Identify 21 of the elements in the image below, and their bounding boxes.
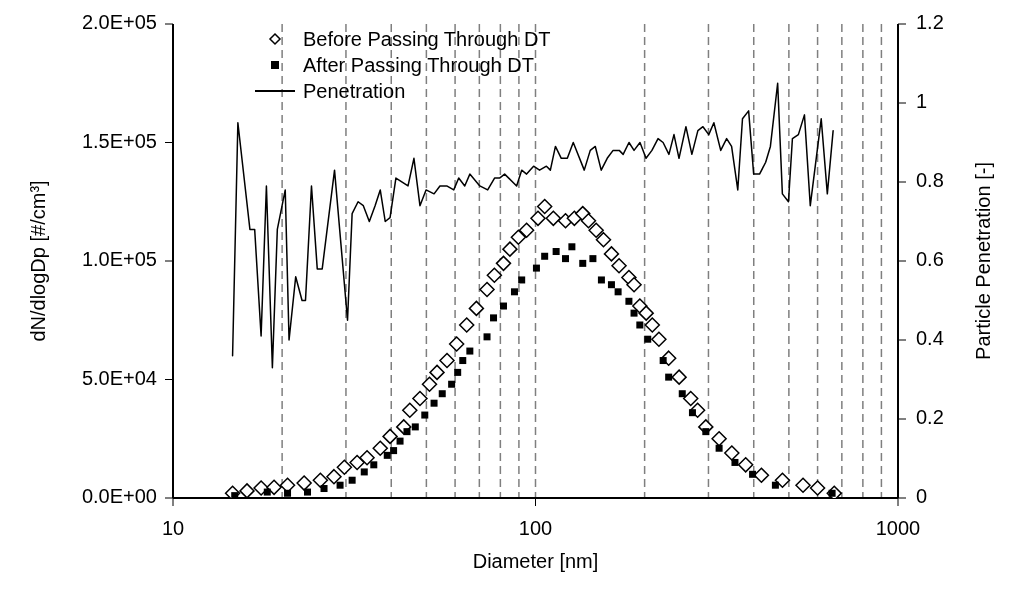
x-tick-label: 10 — [161, 517, 185, 540]
y-tick-label: 2.0E+05 — [81, 11, 157, 34]
y2-axis-title: Particle Penetration [-] — [972, 162, 995, 360]
y2-tick-label: 0.4 — [916, 327, 944, 350]
y2-tick-label: 0.2 — [916, 406, 944, 429]
legend-label: Before Passing Through DT — [303, 27, 551, 52]
x-tick-label: 1000 — [875, 517, 921, 540]
x-axis-title: Diameter [nm] — [472, 550, 599, 572]
legend-label: Penetration — [303, 79, 406, 104]
y2-tick-label: 0.6 — [916, 248, 944, 271]
y-tick-label: 5.0E+04 — [81, 366, 157, 389]
y-tick-label: 1.5E+05 — [81, 129, 157, 152]
y-tick-label: 1.0E+05 — [81, 248, 157, 271]
y2-tick-label: 0.8 — [916, 169, 944, 192]
y-axis-title: dN/dlogDp [#/cm³] — [27, 180, 50, 342]
legend-label: After Passing Through DT — [303, 53, 534, 78]
y-tick-label: 0.0E+00 — [81, 485, 157, 508]
y2-tick-label: 0 — [916, 485, 928, 508]
x-tick-label: 100 — [518, 517, 553, 540]
y2-tick-label: 1 — [916, 90, 928, 113]
y2-tick-label: 1.2 — [916, 11, 944, 34]
